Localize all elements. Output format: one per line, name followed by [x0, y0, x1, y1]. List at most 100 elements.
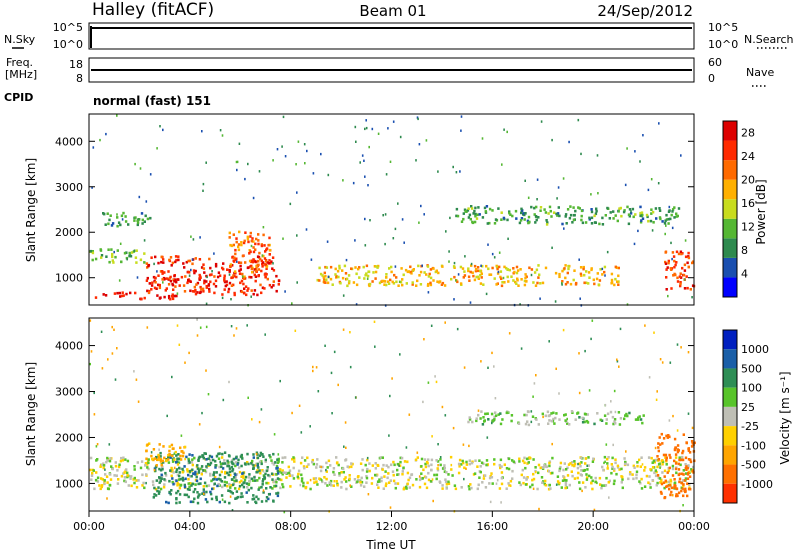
scatter-speckle [613, 389, 616, 393]
scatter-cell [280, 471, 283, 474]
scatter-cell [107, 248, 110, 251]
scatter-cell [687, 265, 690, 269]
scatter-cell [226, 462, 230, 466]
scatter-cell [459, 282, 463, 285]
scatter-cell [387, 472, 390, 475]
scatter-cell [254, 275, 258, 278]
scatter-cell [547, 470, 551, 473]
time-axis-label: Time UT [365, 538, 416, 552]
scatter-cell [525, 478, 528, 481]
scatter-speckle [296, 234, 298, 237]
scatter-cell [221, 467, 225, 470]
scatter-cell [182, 451, 185, 455]
scatter-cell [479, 465, 482, 468]
scatter-cell [100, 254, 104, 257]
scatter-speckle [304, 162, 306, 165]
scatter-cell [235, 275, 238, 279]
scatter-speckle [477, 409, 480, 412]
scatter-speckle [452, 165, 454, 169]
scatter-cell [335, 275, 338, 278]
scatter-cell [610, 463, 613, 466]
scatter-cell [324, 482, 327, 485]
scatter-speckle [661, 361, 664, 364]
scatter-cell [531, 478, 534, 482]
scatter-cell [174, 278, 177, 281]
scatter-cell [566, 281, 569, 284]
scatter-speckle [387, 127, 389, 130]
scatter-cell [511, 477, 514, 480]
scatter-cell [249, 231, 252, 235]
scatter-cell [250, 239, 253, 243]
scatter-cell [99, 487, 102, 491]
scatter-cell [139, 258, 143, 262]
scatter-cell [157, 453, 160, 457]
scatter-cell [474, 206, 477, 210]
scatter-cell [272, 284, 275, 287]
scatter-cell [556, 480, 560, 483]
scatter-cell [163, 278, 166, 281]
scatter-cell [260, 244, 264, 248]
scatter-cell [161, 272, 164, 275]
scatter-cell [661, 442, 664, 445]
scatter-speckle [342, 294, 345, 297]
scatter-cell [568, 483, 571, 487]
scatter-cell [106, 481, 109, 484]
scatter-cell [268, 283, 272, 287]
scatter-cell [479, 470, 482, 474]
scatter-cell [551, 456, 554, 460]
scatter-cell [679, 272, 682, 275]
scatter-cell [337, 275, 340, 279]
scatter-cell [464, 210, 467, 213]
scatter-cell [359, 462, 363, 465]
scatter-cell [394, 486, 397, 490]
scatter-cell [214, 264, 218, 268]
scatter-speckle [188, 274, 191, 277]
scatter-cell [252, 258, 255, 261]
scatter-speckle [384, 213, 387, 216]
scatter-cell [231, 256, 234, 259]
scatter-cell [564, 483, 568, 487]
scatter-cell [578, 487, 582, 491]
scatter-speckle [373, 320, 376, 323]
scatter-speckle [326, 240, 329, 243]
scatter-cell [179, 446, 182, 450]
scatter-speckle [92, 146, 95, 149]
scatter-cell [522, 476, 526, 479]
scatter-cell [660, 482, 664, 486]
scatter-speckle [399, 135, 402, 139]
scatter-cell [687, 255, 690, 258]
scatter-cell [548, 419, 551, 422]
scatter-speckle [415, 159, 417, 162]
scatter-cell [341, 276, 345, 280]
scatter-cell [258, 251, 261, 255]
scatter-cell [686, 482, 689, 485]
scatter-cell [256, 464, 259, 468]
scatter-cell [639, 481, 642, 485]
scatter-cell [576, 411, 580, 415]
scatter-cell [214, 459, 217, 463]
scatter-cell [325, 461, 328, 465]
scatter-cell [430, 468, 433, 472]
scatter-cell [124, 220, 128, 223]
scatter-cell [116, 224, 119, 228]
scatter-cell [224, 470, 227, 474]
scatter-speckle [284, 290, 286, 293]
scatter-cell [493, 277, 496, 280]
scatter-cell [540, 476, 544, 479]
scatter-cell [470, 461, 474, 465]
scatter-cell [149, 216, 152, 220]
scatter-cell [499, 412, 502, 415]
scatter-cell [476, 487, 479, 491]
scatter-cell [598, 476, 602, 480]
scatter-cell [443, 284, 447, 287]
scatter-cell [673, 486, 676, 489]
date-title: 24/Sep/2012 [597, 2, 693, 20]
scatter-speckle [554, 300, 557, 303]
scatter-speckle [536, 178, 539, 181]
scatter-speckle [159, 125, 161, 128]
scatter-cell [663, 496, 667, 499]
scatter-cell [679, 282, 682, 286]
scatter-cell [681, 451, 684, 455]
scatter-cell [570, 470, 573, 473]
scatter-cell [94, 296, 98, 299]
